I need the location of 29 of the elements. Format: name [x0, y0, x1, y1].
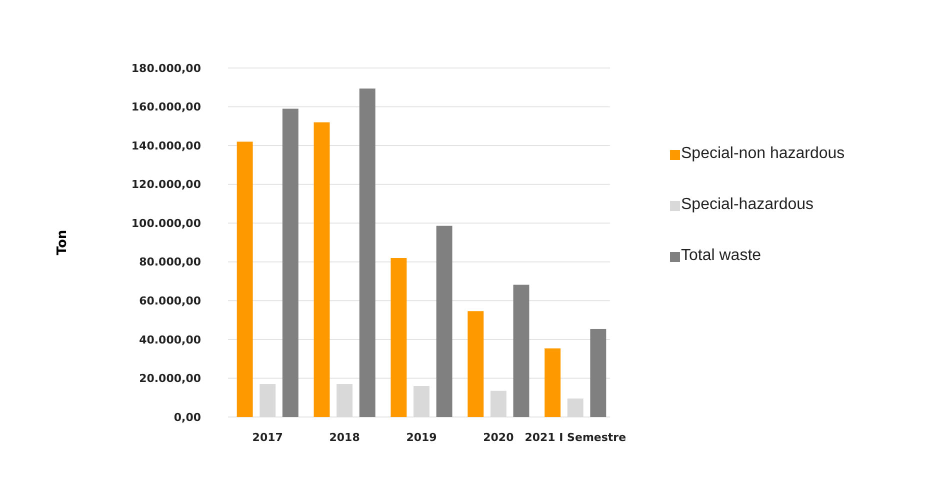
y-tick-label: 180.000,00 [131, 62, 202, 75]
legend-label: Total waste [681, 247, 762, 264]
y-tick-label: 60.000,00 [139, 294, 202, 308]
y-tick-label: 0,00 [174, 410, 202, 424]
bar [359, 88, 376, 417]
y-tick-label: 160.000,00 [131, 100, 202, 114]
bar [544, 348, 561, 417]
y-axis-title: Ton [55, 230, 70, 256]
bar [314, 122, 330, 417]
y-tick-label: 80.000,00 [139, 256, 202, 269]
x-tick-label: 2018 [329, 431, 360, 444]
bar [390, 258, 407, 417]
bar [468, 311, 484, 417]
legend-label: Special-hazardous [681, 196, 814, 213]
x-tick-label: 2019 [406, 431, 437, 444]
legend-label: Special-non hazardous [681, 145, 845, 162]
bar [590, 328, 606, 417]
y-tick-label: 40.000,00 [139, 333, 202, 346]
y-tick-label: 20.000,00 [139, 372, 202, 386]
x-tick-label: 2021 I Semestre [524, 431, 626, 444]
y-tick-label: 100.000,00 [131, 216, 202, 230]
x-tick-label: 2017 [252, 431, 283, 444]
bar [436, 226, 452, 417]
y-tick-label: 120.000,00 [131, 178, 202, 192]
bar [236, 142, 253, 417]
bar [513, 284, 530, 417]
y-tick-label: 140.000,00 [131, 139, 202, 152]
bar [282, 108, 298, 417]
x-tick-label: 2020 [483, 431, 514, 444]
